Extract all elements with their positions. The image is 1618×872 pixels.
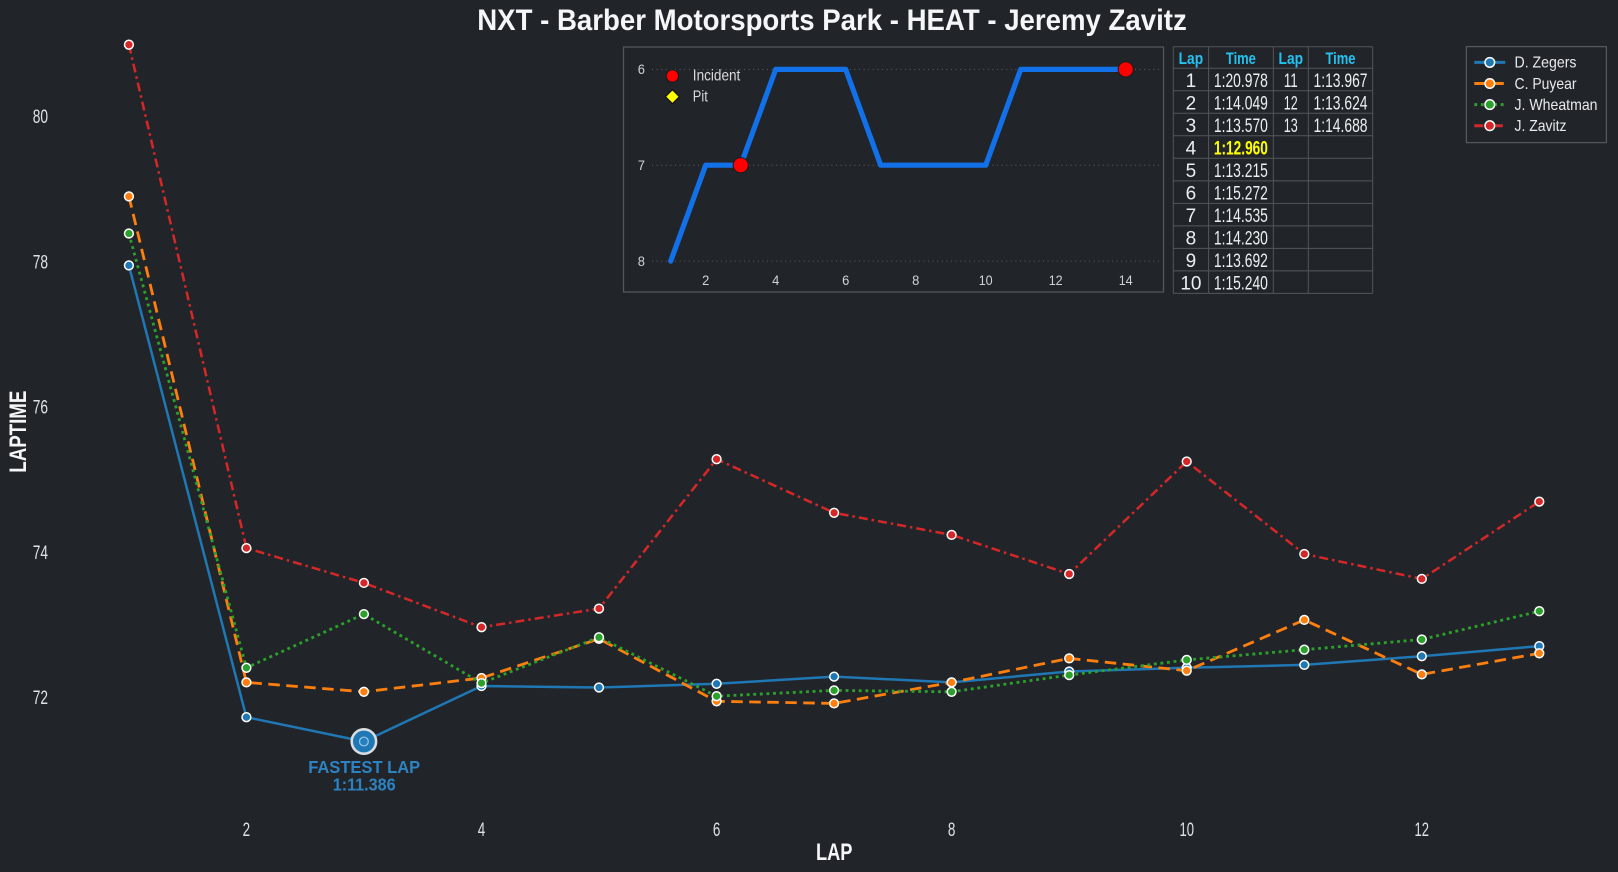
- svg-text:7: 7: [1186, 206, 1197, 227]
- svg-text:4: 4: [478, 820, 486, 841]
- svg-text:4: 4: [1186, 139, 1197, 160]
- svg-text:2: 2: [702, 272, 709, 288]
- svg-text:J. Wheatman: J. Wheatman: [1515, 97, 1598, 114]
- svg-text:12: 12: [1415, 820, 1430, 841]
- svg-text:7: 7: [638, 157, 645, 173]
- svg-text:J. Zavitz: J. Zavitz: [1515, 118, 1567, 135]
- svg-text:1:14.230: 1:14.230: [1214, 229, 1268, 250]
- svg-text:6: 6: [1186, 184, 1197, 205]
- svg-text:10: 10: [1179, 820, 1194, 841]
- svg-text:74: 74: [33, 543, 49, 564]
- svg-text:11: 11: [1284, 71, 1298, 92]
- svg-text:1:13.692: 1:13.692: [1214, 251, 1268, 272]
- svg-text:6: 6: [842, 272, 849, 288]
- svg-text:1:14.688: 1:14.688: [1314, 116, 1368, 137]
- svg-text:Time: Time: [1326, 50, 1356, 68]
- svg-text:80: 80: [33, 107, 48, 128]
- svg-text:76: 76: [33, 398, 48, 419]
- svg-text:Lap: Lap: [1179, 50, 1204, 68]
- svg-text:12: 12: [1284, 94, 1298, 115]
- svg-text:D. Zegers: D. Zegers: [1515, 55, 1577, 72]
- svg-text:9: 9: [1186, 251, 1197, 272]
- svg-text:LAPTIME: LAPTIME: [5, 391, 32, 473]
- svg-text:14: 14: [1119, 272, 1133, 288]
- svg-text:1:20.978: 1:20.978: [1214, 71, 1268, 92]
- svg-text:Time: Time: [1226, 50, 1256, 68]
- svg-text:1:13.570: 1:13.570: [1214, 116, 1268, 137]
- svg-text:Pit: Pit: [693, 88, 709, 105]
- svg-text:1:15.272: 1:15.272: [1214, 184, 1268, 205]
- svg-text:1: 1: [1186, 71, 1197, 92]
- svg-text:72: 72: [33, 688, 48, 709]
- svg-text:8: 8: [948, 820, 956, 841]
- svg-text:Incident: Incident: [693, 68, 741, 85]
- svg-text:10: 10: [1180, 274, 1201, 295]
- svg-text:2: 2: [1186, 94, 1197, 115]
- svg-text:2: 2: [243, 820, 251, 841]
- svg-text:8: 8: [1186, 229, 1197, 250]
- svg-text:Lap: Lap: [1279, 50, 1304, 68]
- svg-text:13: 13: [1284, 116, 1298, 137]
- svg-text:5: 5: [1186, 161, 1197, 182]
- svg-text:1:13.215: 1:13.215: [1214, 161, 1268, 182]
- svg-text:C. Puyear: C. Puyear: [1515, 76, 1577, 93]
- svg-text:1:11.386: 1:11.386: [333, 775, 396, 795]
- svg-text:1:14.535: 1:14.535: [1214, 206, 1268, 227]
- svg-text:8: 8: [912, 272, 919, 288]
- svg-text:6: 6: [713, 820, 721, 841]
- svg-text:LAP: LAP: [816, 839, 853, 866]
- svg-text:3: 3: [1186, 116, 1197, 137]
- svg-text:1:12.960: 1:12.960: [1214, 139, 1268, 160]
- svg-text:1:14.049: 1:14.049: [1214, 94, 1268, 115]
- svg-text:12: 12: [1049, 272, 1063, 288]
- svg-text:1:13.967: 1:13.967: [1314, 71, 1368, 92]
- svg-text:NXT - Barber Motorsports Park: NXT - Barber Motorsports Park - HEAT - J…: [477, 4, 1187, 37]
- svg-text:FASTEST LAP: FASTEST LAP: [308, 757, 420, 777]
- svg-text:8: 8: [638, 253, 645, 269]
- svg-text:1:15.240: 1:15.240: [1214, 274, 1268, 295]
- svg-text:78: 78: [33, 252, 48, 273]
- svg-text:1:13.624: 1:13.624: [1314, 94, 1368, 115]
- svg-text:10: 10: [979, 272, 993, 288]
- svg-text:4: 4: [772, 272, 779, 288]
- svg-text:6: 6: [638, 61, 645, 77]
